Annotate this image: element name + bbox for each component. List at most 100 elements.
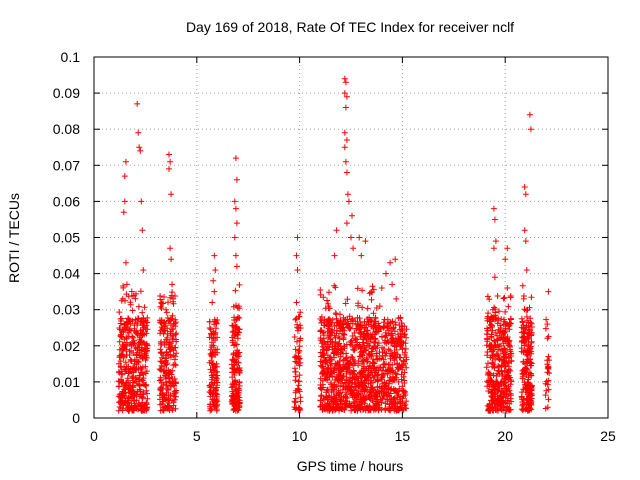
data-point [398, 320, 405, 326]
data-point [524, 333, 531, 340]
data-point [334, 361, 340, 368]
y-tick-label: 0.02 [53, 338, 80, 354]
data-point [172, 379, 179, 386]
data-point [233, 317, 239, 324]
data-point [208, 372, 215, 379]
x-tick-label: 10 [292, 428, 308, 444]
data-point [367, 404, 374, 411]
data-point [320, 346, 327, 353]
data-point [232, 155, 239, 162]
data-point [519, 319, 526, 326]
data-point [369, 372, 376, 378]
data-point [543, 387, 550, 394]
data-point [207, 393, 214, 400]
data-point [294, 327, 301, 334]
data-point [339, 366, 345, 373]
data-point [120, 284, 127, 291]
data-point [130, 292, 137, 299]
data-point [527, 390, 534, 397]
data-point [297, 322, 304, 329]
y-tick-label: 0.08 [53, 121, 80, 137]
data-point [342, 79, 349, 86]
data-point [331, 398, 338, 405]
data-point [130, 375, 137, 382]
data-point [354, 320, 361, 327]
data-point [378, 285, 385, 291]
data-point [358, 252, 365, 259]
data-point [165, 397, 172, 404]
data-point [325, 334, 332, 341]
data-point [346, 324, 353, 331]
data-point [116, 309, 123, 316]
data-point [385, 361, 392, 368]
data-point [129, 333, 135, 340]
data-point [492, 356, 499, 363]
data-point [209, 299, 216, 306]
data-point [393, 374, 400, 381]
data-point [122, 323, 129, 330]
data-point [140, 389, 147, 396]
data-point [166, 165, 172, 172]
data-point [401, 369, 408, 376]
data-point [403, 326, 410, 333]
data-point [324, 321, 331, 328]
data-point [157, 293, 164, 299]
data-point [502, 256, 509, 263]
data-point [392, 370, 399, 377]
data-point [527, 126, 534, 133]
data-point [397, 343, 404, 350]
data-point [359, 343, 366, 350]
data-point [141, 351, 148, 358]
data-point [337, 382, 344, 389]
data-point [359, 287, 366, 294]
data-point [355, 302, 361, 309]
data-point [378, 374, 385, 381]
data-point [490, 361, 497, 368]
data-point [489, 344, 496, 351]
data-point [367, 338, 374, 345]
data-point [211, 380, 218, 387]
data-point [335, 387, 342, 394]
data-point [214, 346, 221, 353]
data-point [232, 252, 239, 259]
data-point [366, 392, 373, 399]
data-point [340, 383, 347, 390]
data-point [489, 353, 496, 359]
data-point [211, 288, 218, 295]
data-point [326, 315, 332, 322]
data-point [491, 389, 498, 396]
data-point [393, 295, 400, 302]
data-point [332, 394, 338, 401]
data-point [545, 333, 552, 340]
data-point [139, 227, 146, 234]
data-point [491, 382, 498, 389]
data-point [363, 346, 370, 353]
data-point [328, 319, 335, 326]
data-point [120, 209, 127, 216]
data-point [123, 291, 130, 298]
data-point [403, 356, 410, 363]
data-point [236, 379, 243, 386]
y-tick-label: 0.1 [61, 49, 81, 65]
data-point [483, 364, 490, 371]
data-point [502, 360, 508, 367]
data-point [131, 403, 138, 410]
data-point [504, 285, 511, 291]
data-point [399, 383, 406, 390]
data-point [138, 318, 145, 325]
data-point [133, 328, 140, 335]
data-point [375, 405, 382, 412]
data-point [356, 403, 363, 410]
data-point [523, 267, 530, 273]
data-point [157, 401, 164, 408]
data-point [352, 384, 359, 391]
data-point [159, 392, 166, 399]
data-point [375, 377, 381, 384]
data-point [210, 364, 217, 371]
data-point [500, 389, 507, 396]
data-point [144, 395, 151, 402]
data-point [347, 325, 354, 332]
data-point [130, 406, 137, 413]
data-point [232, 322, 239, 329]
